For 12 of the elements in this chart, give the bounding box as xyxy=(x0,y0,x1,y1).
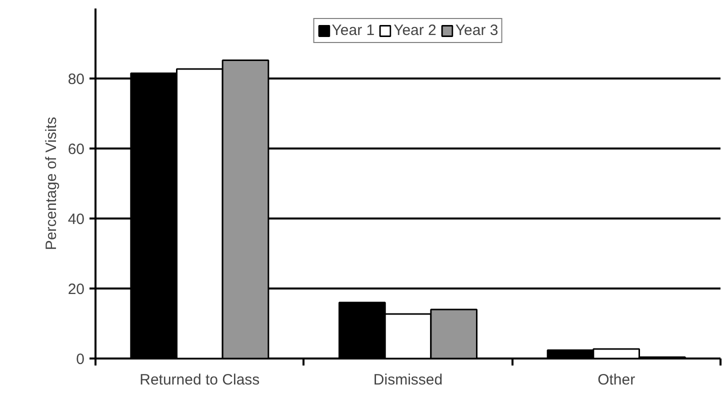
x-tick-label: Dismissed xyxy=(373,372,443,388)
y-tick-label: 0 xyxy=(76,351,84,368)
x-tick-label: Other xyxy=(598,372,636,388)
y-tick-label: 80 xyxy=(68,71,85,88)
y-tick-label: 40 xyxy=(68,211,85,228)
legend-label: Year 3 xyxy=(455,22,498,39)
y-tick-label: 20 xyxy=(68,281,85,298)
x-tick-label: Returned to Class xyxy=(140,372,260,388)
legend-label: Year 2 xyxy=(394,22,436,39)
legend-label: Year 1 xyxy=(332,22,375,39)
y-axis-title: Percentage of Visits xyxy=(42,116,60,250)
y-tick-label: 60 xyxy=(68,141,85,158)
